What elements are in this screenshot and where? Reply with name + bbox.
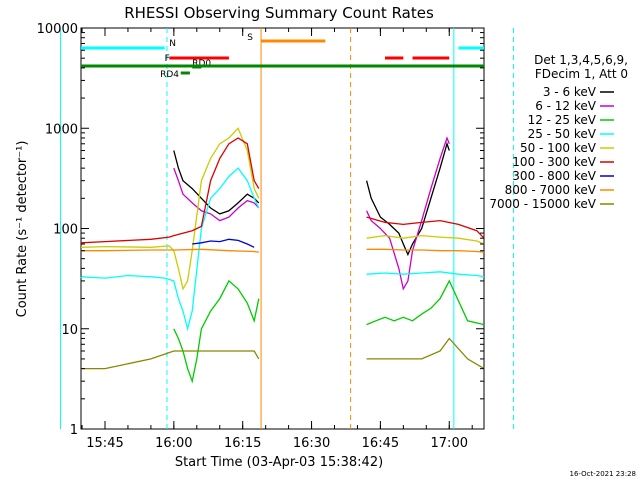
legend-label: 12 - 25 keV (528, 113, 597, 127)
series-lines (80, 127, 485, 384)
legend-label: 3 - 6 keV (543, 85, 597, 99)
legend: Det 1,3,4,5,6,9,FDecim 1, Att 0 3 - 6 keV… (489, 53, 628, 211)
series-line-3 (366, 271, 485, 278)
flag-label-n: N (169, 39, 176, 49)
flag-label-rd4: RD4 (160, 70, 179, 80)
y-axis-ticks: 1 10 100 1000 10000 (37, 22, 484, 438)
detector-info-line: Det 1,3,4,5,6,9, (534, 53, 628, 67)
x-tick-label: 16:30 (293, 436, 330, 451)
legend-label: 100 - 300 keV (512, 155, 596, 169)
series-line-4 (80, 127, 260, 291)
y-axis-label: Count Rate (s⁻¹ detector⁻¹) (15, 141, 30, 318)
y-tick-label: 10 (61, 323, 78, 338)
x-tick-label: 15:45 (86, 436, 123, 451)
x-tick-label: 16:45 (362, 436, 399, 451)
flag-label-rd0: RD0 (192, 59, 211, 69)
y-tick-label: 100 (53, 223, 78, 238)
vertical-markers (59, 28, 515, 429)
timestamp: 16-Oct-2021 23:28 (570, 470, 636, 478)
legend-label: 800 - 7000 keV (505, 183, 597, 197)
series-line-2 (173, 279, 260, 384)
series-line-1 (366, 136, 450, 291)
series-line-2 (366, 279, 485, 326)
flag-label-f: F (165, 54, 170, 64)
series-line-5 (366, 216, 485, 239)
flag-bars: NF S RD0 RD4 (81, 33, 484, 80)
legend-label: 6 - 12 keV (535, 99, 597, 113)
x-tick-label: 17:00 (431, 436, 468, 451)
series-line-6 (192, 238, 255, 248)
y-tick-label: 1 (70, 423, 78, 438)
series-line-3 (80, 167, 260, 332)
x-tick-label: 16:00 (155, 436, 192, 451)
y-tick-label: 10000 (37, 22, 78, 37)
flag-label-s: S (247, 33, 253, 43)
series-line-8 (81, 350, 260, 370)
series-line-4 (366, 234, 485, 245)
chart-title: RHESSI Observing Summary Count Rates (124, 4, 434, 22)
series-line-0 (365, 141, 450, 257)
y-tick-label: 1000 (45, 122, 78, 137)
series-line-0 (173, 150, 260, 215)
legend-label: 7000 - 15000 keV (489, 197, 596, 211)
series-line-5 (80, 137, 260, 244)
series-line-8 (366, 337, 485, 370)
legend-label: 50 - 100 keV (520, 141, 597, 155)
x-axis-ticks: 15:45 16:00 16:15 16:30 16:45 17:00 (81, 28, 473, 451)
series-line-7 (366, 248, 485, 253)
series-line-1 (173, 167, 260, 222)
x-tick-label: 16:15 (224, 436, 261, 451)
series-line-7 (81, 248, 259, 253)
legend-label: 300 - 800 keV (512, 169, 596, 183)
legend-label: 25 - 50 keV (528, 127, 597, 141)
detector-info-line: FDecim 1, Att 0 (535, 67, 628, 81)
x-axis-label: Start Time (03-Apr-03 15:38:42) (175, 455, 383, 470)
